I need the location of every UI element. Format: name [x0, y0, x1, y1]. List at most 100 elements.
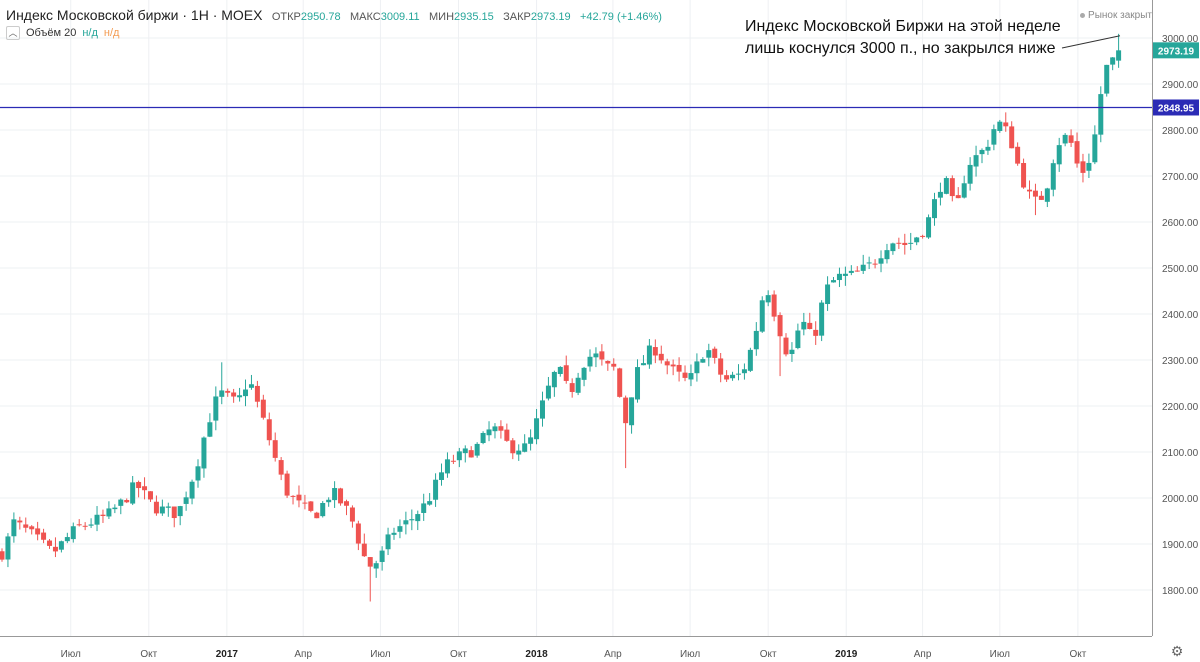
candle-body	[1074, 141, 1080, 164]
candle-body	[367, 557, 373, 567]
y-tick-label: 2700.00	[1162, 172, 1199, 183]
candle-body	[931, 199, 937, 219]
x-tick-label: Апр	[604, 649, 622, 660]
candle-body	[124, 499, 130, 503]
candle-body	[1003, 122, 1009, 127]
candle-body	[1009, 126, 1015, 149]
candle-body	[629, 397, 635, 426]
candle-body	[159, 506, 165, 514]
candle-body	[183, 497, 189, 504]
candle-body	[599, 351, 605, 360]
candle-body	[474, 443, 480, 456]
candle-body	[884, 250, 890, 260]
candle-body	[890, 243, 896, 252]
candle-body	[462, 448, 468, 454]
candle-body	[332, 488, 338, 501]
candle-body	[902, 242, 908, 246]
change-value: +42.79 (+1.46%)	[579, 11, 662, 23]
y-tick-label: 2200.00	[1162, 402, 1199, 413]
candle-body	[326, 499, 332, 503]
chevron-up-icon[interactable]: ︿	[6, 26, 20, 40]
candle-body	[860, 264, 866, 271]
candle-body	[937, 191, 943, 198]
candle-body	[640, 363, 646, 366]
candle-body	[260, 399, 266, 418]
annotation-line-2: лишь коснулся 3000 п., но закрылся ниже	[745, 40, 1056, 57]
candle-body	[741, 369, 747, 374]
candle-body	[1032, 190, 1038, 197]
candle-body	[225, 390, 231, 393]
y-tick-label: 1800.00	[1162, 586, 1199, 597]
candle-body	[1038, 195, 1044, 200]
candle-body	[302, 502, 308, 504]
candle-body	[130, 482, 136, 504]
candle-body	[730, 374, 736, 379]
candle-body	[700, 359, 706, 363]
candle-body	[248, 384, 254, 388]
candle-body	[468, 450, 474, 458]
candle-body	[355, 523, 361, 544]
candle-body	[58, 541, 64, 550]
candle-body	[136, 481, 142, 489]
candle-body	[177, 506, 183, 517]
x-tick-label: Окт	[1069, 649, 1086, 660]
candle-body	[486, 429, 492, 436]
candle-body	[17, 520, 23, 523]
candle-body	[866, 262, 872, 264]
candle-body	[88, 524, 94, 526]
market-status: Рынок закрыт	[1080, 10, 1152, 21]
open-value: 2950.78	[300, 11, 341, 23]
low-label: МИН	[429, 11, 455, 23]
candle-body	[967, 164, 973, 184]
candle-body	[545, 385, 551, 399]
level-badge-label: 2848.95	[1158, 103, 1195, 114]
candle-body	[872, 263, 878, 265]
x-tick-label: Апр	[294, 649, 312, 660]
candle-body	[118, 499, 124, 506]
candle-body	[11, 519, 17, 537]
candle-body	[926, 217, 932, 238]
candle-body	[1080, 161, 1086, 173]
candle-body	[914, 237, 920, 243]
candle-body	[551, 371, 557, 388]
candle-body	[646, 345, 652, 365]
candle-body	[783, 337, 789, 355]
candle-body	[47, 540, 53, 546]
candle-body	[563, 365, 569, 381]
candle-body	[1068, 135, 1074, 143]
high-value: 3009.11	[380, 11, 420, 23]
candle-body	[147, 491, 153, 500]
candle-body	[658, 353, 664, 361]
instrument-title: Индекс Московской биржи · 1Н · MOEX	[6, 7, 263, 23]
candle-body	[1092, 134, 1098, 163]
candle-body	[450, 460, 456, 462]
candle-body	[569, 383, 575, 392]
candle-body	[943, 178, 949, 194]
candle-body	[1110, 57, 1116, 65]
candle-body	[605, 360, 611, 364]
candle-body	[997, 121, 1003, 131]
candle-body	[290, 495, 296, 497]
candle-body	[813, 329, 819, 336]
gear-icon[interactable]: ⚙	[1170, 643, 1184, 659]
volume-value-1: н/д	[82, 27, 98, 39]
x-tick-label: Окт	[140, 649, 157, 660]
candle-body	[219, 390, 225, 397]
candle-body	[201, 437, 207, 469]
candle-body	[1062, 134, 1068, 144]
candle-body	[1015, 146, 1021, 164]
candle-body	[76, 524, 82, 526]
candle-body	[254, 385, 260, 402]
candle-body	[23, 524, 29, 528]
candle-body	[35, 528, 41, 535]
candle-body	[439, 472, 445, 480]
candle-body	[433, 479, 439, 500]
candle-body	[539, 400, 545, 419]
x-tick-label: Июл	[61, 649, 81, 660]
candle-body	[652, 347, 658, 356]
candle-body	[819, 302, 825, 336]
candle-body	[207, 422, 213, 437]
candle-body	[64, 537, 70, 542]
candle-body	[385, 534, 391, 550]
